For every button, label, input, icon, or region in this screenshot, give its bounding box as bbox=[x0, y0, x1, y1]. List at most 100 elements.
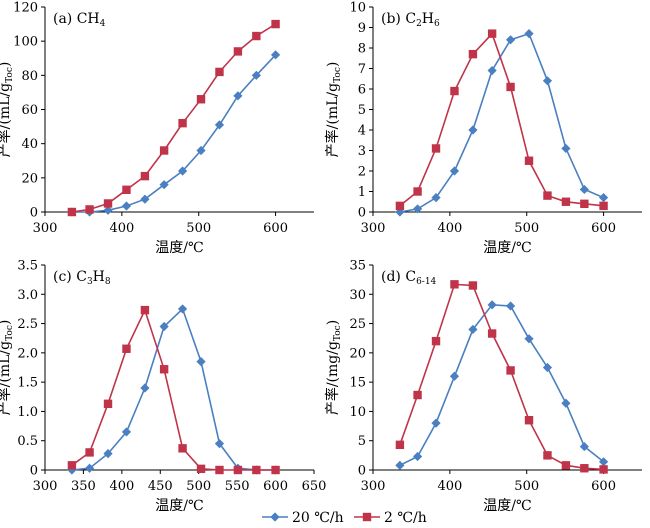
data-point bbox=[196, 145, 206, 156]
x-axis-label: 温度/℃ bbox=[155, 240, 203, 256]
data-point bbox=[580, 199, 589, 208]
data-point bbox=[233, 91, 243, 101]
series-line bbox=[71, 307, 276, 471]
y-axis-label: 产率/(mL/gToc) bbox=[0, 62, 15, 158]
data-point bbox=[159, 146, 169, 155]
data-point bbox=[252, 31, 261, 41]
data-point bbox=[487, 300, 497, 310]
data-point bbox=[431, 336, 441, 346]
data-point bbox=[121, 201, 132, 211]
data-point bbox=[413, 187, 422, 196]
data-point bbox=[177, 304, 188, 314]
x-axis-label: 温度/℃ bbox=[155, 498, 203, 514]
data-point bbox=[468, 324, 478, 335]
data-point bbox=[580, 464, 589, 473]
series-line bbox=[399, 303, 605, 467]
series-slow bbox=[67, 305, 280, 475]
data-point bbox=[561, 143, 571, 154]
y-tick-label: 0 bbox=[30, 464, 38, 479]
data-point bbox=[524, 156, 534, 165]
x-tick-label: 300 bbox=[33, 221, 58, 236]
data-point bbox=[233, 465, 243, 475]
legend-item: 20 ℃/h bbox=[262, 510, 344, 526]
series-slow bbox=[395, 29, 608, 211]
panel-label: (c) C3H8 bbox=[53, 269, 111, 287]
data-point bbox=[561, 197, 571, 206]
y-tick-label: 80 bbox=[21, 69, 38, 84]
y-tick-label: 4 bbox=[358, 124, 366, 139]
data-point bbox=[103, 399, 113, 409]
data-point bbox=[140, 194, 150, 204]
y-tick-label: 10 bbox=[349, 405, 366, 420]
data-point bbox=[579, 441, 589, 452]
data-point bbox=[214, 439, 225, 449]
data-point bbox=[599, 201, 608, 211]
data-point bbox=[524, 334, 534, 344]
data-point bbox=[251, 70, 261, 80]
data-point bbox=[431, 144, 441, 153]
y-tick-label: 120 bbox=[13, 1, 38, 16]
data-point bbox=[505, 301, 516, 311]
data-point bbox=[140, 171, 150, 181]
data-point bbox=[468, 49, 478, 59]
data-point bbox=[122, 344, 131, 353]
y-tick-label: 3.5 bbox=[17, 259, 38, 274]
data-point bbox=[449, 166, 460, 176]
data-point bbox=[524, 29, 534, 39]
data-point bbox=[579, 184, 589, 195]
series-line bbox=[71, 54, 277, 213]
data-point bbox=[505, 35, 516, 45]
y-tick-label: 2.0 bbox=[17, 346, 38, 361]
y-tick-label: 2 bbox=[358, 165, 366, 180]
x-tick-label: 600 bbox=[591, 221, 616, 236]
data-point bbox=[178, 444, 187, 453]
data-point bbox=[449, 371, 460, 381]
data-point bbox=[67, 207, 77, 217]
y-tick-label: 5 bbox=[358, 434, 366, 449]
series-line bbox=[71, 23, 277, 213]
x-tick-label: 300 bbox=[361, 479, 386, 494]
y-tick-label: 15 bbox=[349, 376, 366, 391]
series-fast bbox=[67, 50, 281, 217]
x-tick-label: 500 bbox=[186, 479, 211, 494]
x-axis-label: 温度/℃ bbox=[483, 240, 531, 256]
y-tick-label: 20 bbox=[21, 171, 38, 186]
data-point bbox=[487, 65, 497, 76]
data-point bbox=[270, 50, 281, 60]
data-point bbox=[395, 460, 405, 470]
data-point bbox=[450, 280, 459, 289]
data-point bbox=[431, 418, 441, 428]
data-point bbox=[598, 193, 609, 203]
data-point bbox=[413, 390, 422, 400]
data-point bbox=[196, 464, 206, 474]
x-tick-label: 400 bbox=[109, 221, 134, 236]
y-tick-label: 40 bbox=[21, 137, 38, 152]
data-point bbox=[215, 67, 224, 77]
legend-label: 20 ℃/h bbox=[292, 510, 344, 526]
panel-a: 0 20 40 60 80 100 120 300 400 500 600 温度/℃ 产率/(mL/gT… bbox=[0, 1, 314, 256]
series-fast bbox=[395, 29, 609, 217]
x-tick-label: 600 bbox=[263, 479, 288, 494]
data-point bbox=[543, 191, 552, 200]
x-tick-label: 500 bbox=[514, 221, 539, 236]
data-point bbox=[121, 427, 132, 437]
x-tick-label: 600 bbox=[591, 479, 616, 494]
y-axis-label: 产率/(mL/gToc) bbox=[324, 62, 343, 158]
legend: 20 ℃/h 2 ℃/h bbox=[262, 510, 427, 526]
series-slow bbox=[395, 280, 608, 474]
data-point bbox=[196, 357, 206, 367]
data-point bbox=[177, 166, 188, 176]
data-point bbox=[214, 120, 225, 130]
data-point bbox=[178, 118, 187, 128]
y-tick-label: 20 bbox=[349, 346, 366, 361]
data-point bbox=[103, 199, 113, 208]
data-point bbox=[561, 461, 571, 470]
y-tick-label: 3 bbox=[358, 144, 366, 159]
y-tick-label: 3.0 bbox=[17, 288, 38, 303]
data-point bbox=[412, 451, 423, 462]
y-tick-label: 0 bbox=[358, 206, 366, 221]
x-tick-label: 500 bbox=[514, 479, 539, 494]
y-axis-label: 产率/(mg/gToc) bbox=[324, 320, 343, 415]
series-fast bbox=[395, 300, 609, 470]
x-tick-label: 600 bbox=[263, 221, 288, 236]
